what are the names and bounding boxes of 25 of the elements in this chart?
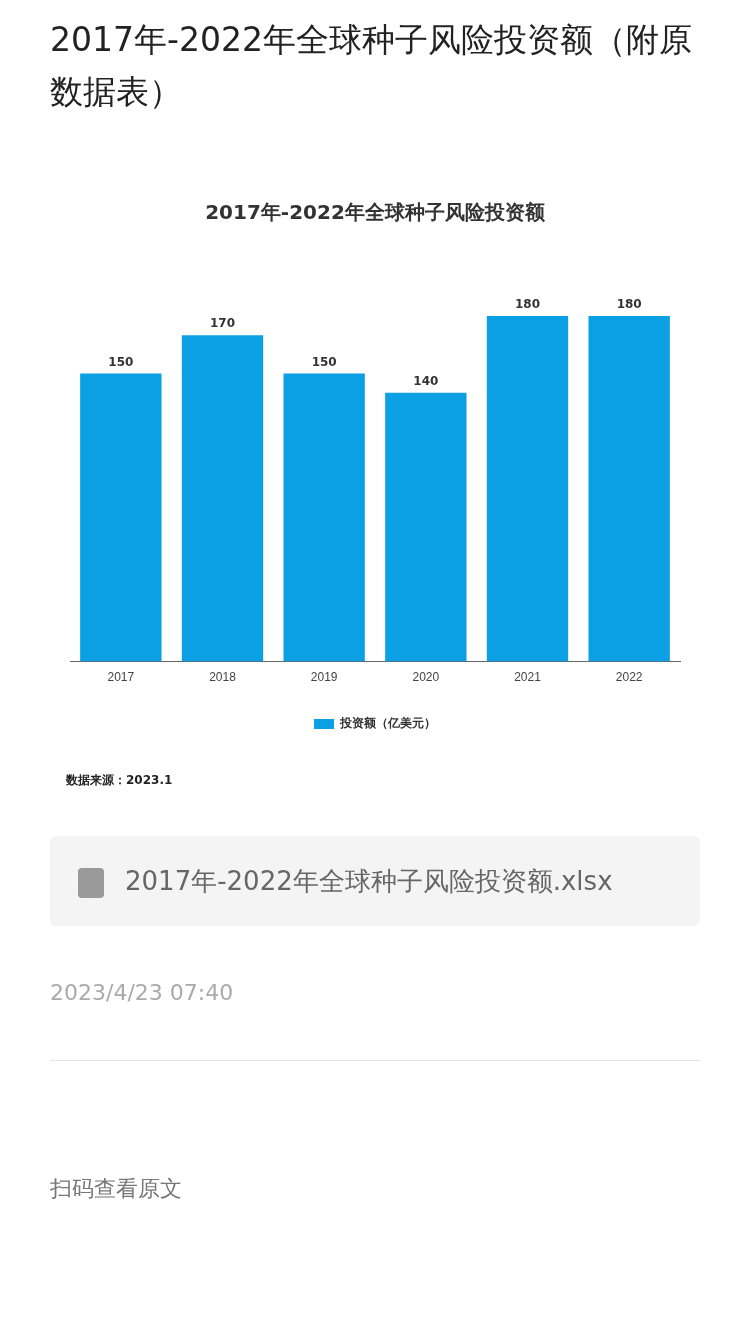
data-label: 170 [209,316,236,331]
text: 2017年-2022年全球种子风险投资额.xlsx [125,865,613,898]
text: 2023/4/23 07:40 [50,980,234,1005]
bar [283,373,365,662]
bar [385,392,467,662]
data-label: 150 [311,354,337,369]
chart-title: 2017年-2022年全球种子风险投资额（附原数据表） [50,19,693,113]
data-label: 150 [108,354,134,369]
x-tick-label: 2021 [514,670,542,685]
chart-subtitle: 2017年-2022年全球种子风险投资额 [205,200,546,225]
x-tick-label: 2017 [107,670,135,685]
bar [588,316,670,662]
data-label: 180 [514,297,541,312]
data-label: 140 [413,373,439,388]
x-tick-label: 2022 [615,670,643,685]
data-label: 180 [616,297,642,312]
x-tick-label: 2018 [209,670,237,685]
bar [486,316,569,662]
bar [181,335,264,662]
x-tick-label: 2020 [412,670,440,685]
x-tick-label: 2019 [310,670,338,685]
bar [80,373,162,662]
text: 扫码查看原文 [50,1175,182,1203]
legend-label: 投资额（亿美元） [339,716,436,731]
source-note: 数据来源：2023.1 [66,772,173,789]
